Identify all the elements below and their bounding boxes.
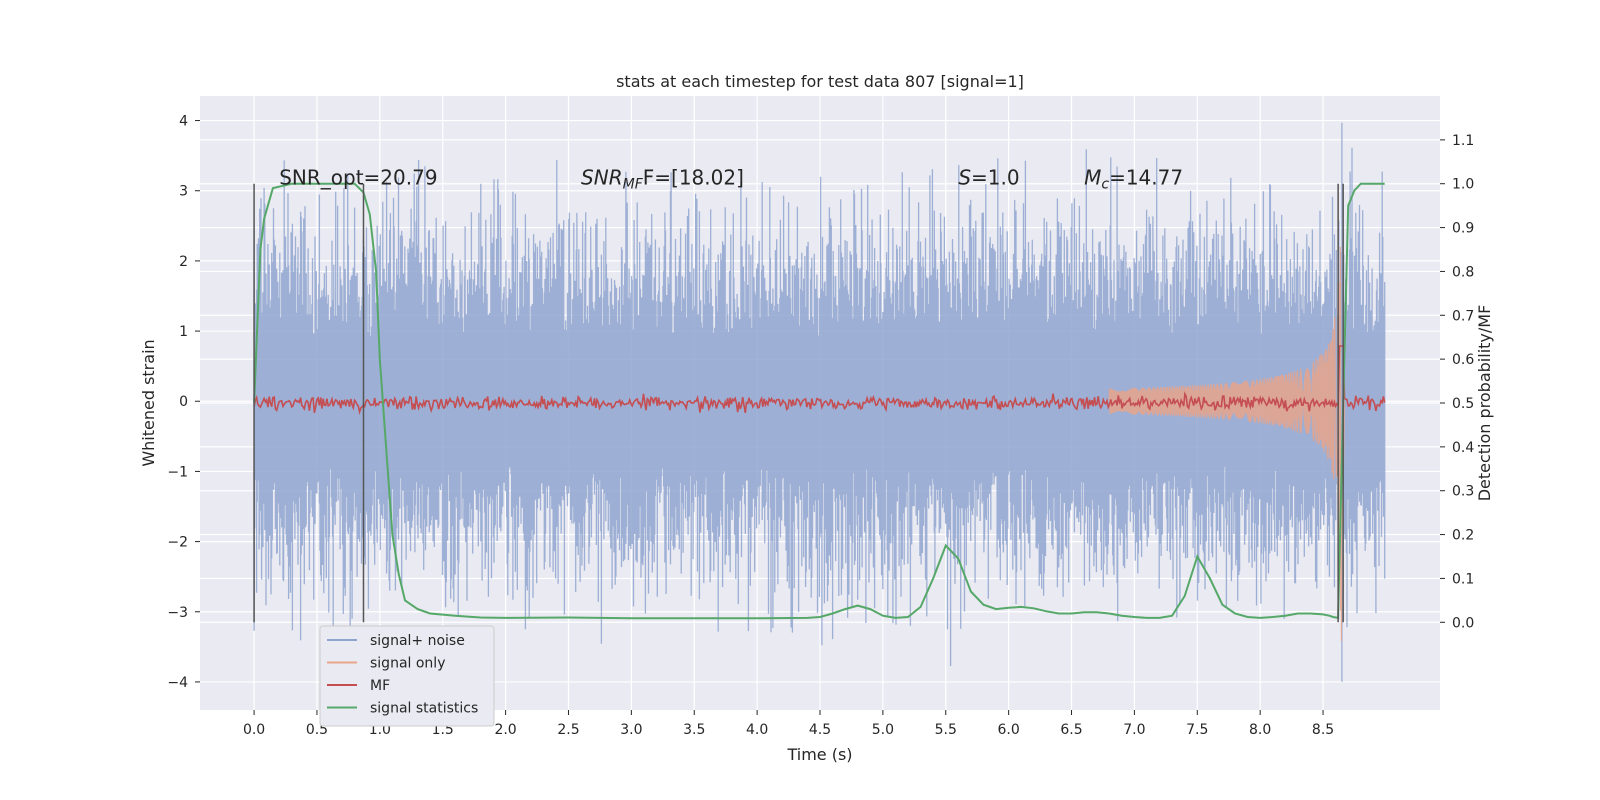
y-right-tick-label: 0.6 (1452, 352, 1474, 368)
y-right-axis-label: Detection probability/MF (1475, 305, 1494, 502)
y-right-tick-label: 1.0 (1452, 177, 1474, 193)
x-tick-label: 4.0 (746, 722, 768, 738)
annotation-value: =1.0 (971, 166, 1020, 190)
x-tick-label: 0.0 (243, 722, 265, 738)
y-right-tick-label: 0.3 (1452, 484, 1474, 500)
annotation-symbol: S (958, 166, 971, 190)
y-right-tick-label: 0.2 (1452, 528, 1474, 544)
y-left-tick-label: 2 (179, 254, 188, 270)
y-left-tick-label: 1 (179, 324, 188, 340)
axes: 0.0 0.5 1.0 1.5 2.0 2.5 3.0 3.5 4.0 4.5 5.0 5.5 6.0 6… (167, 114, 1474, 738)
x-tick-label: 2.0 (494, 722, 516, 738)
y-right-tick-label: 1.1 (1452, 133, 1474, 149)
y-right-tick-label: 0.9 (1452, 221, 1474, 237)
x-axis-label: Time (s) (786, 745, 852, 764)
annotation-mc-value: Mc=14.77 (1084, 166, 1183, 193)
legend-frame (319, 625, 495, 727)
legend-label: signal+ noise (370, 633, 465, 649)
x-tick-label: 2.5 (557, 722, 579, 738)
x-tick-label: 6.5 (1060, 722, 1082, 738)
y-right-tick-label: 0.8 (1452, 264, 1474, 280)
series-mf (253, 345, 1386, 416)
y-left-tick-label: 3 (179, 184, 188, 200)
annotation-value: F=[18.02] (643, 166, 744, 190)
chart-title: stats at each timestep for test data 807… (616, 72, 1024, 91)
legend: signal+ noise signal only MF signal statist… (319, 625, 495, 727)
y-left-tick-label: −1 (167, 464, 188, 480)
annotation-symbol: M (1084, 166, 1101, 190)
annotation-s-value: S=1.0 (958, 166, 1019, 190)
legend-label: signal only (370, 656, 445, 672)
y-right-tick-label: 0.0 (1452, 615, 1474, 631)
y-right-tick-label: 0.5 (1452, 396, 1474, 412)
series-signal-statistics (253, 182, 1385, 620)
y-left-tick-label: −4 (167, 675, 188, 691)
annotation-symbol: SNR (581, 166, 623, 190)
x-tick-label: 5.5 (935, 722, 957, 738)
y-left-tick-label: 4 (179, 114, 188, 130)
annotations: SNR_opt=20.79 SNRMFF=[18.02] S=1.0 Mc=14.77 (279, 166, 1183, 193)
y-left-tick-label: −3 (167, 605, 188, 621)
series-signal-only (1108, 246, 1345, 642)
x-tick-label: 8.0 (1249, 722, 1271, 738)
y-right-tick-label: 0.7 (1452, 308, 1474, 324)
data-layer (253, 122, 1386, 682)
x-tick-label: 4.5 (809, 722, 831, 738)
x-tick-label: 6.0 (998, 722, 1020, 738)
annotation-snr-opt: SNR_opt=20.79 (279, 166, 437, 190)
y-left-tick-label: −2 (167, 535, 188, 551)
y-left-tick-label: 0 (179, 394, 188, 410)
x-tick-label: 5.0 (872, 722, 894, 738)
annotation-subscript: c (1101, 177, 1109, 193)
y-left-axis-label: Whitened strain (139, 339, 158, 466)
annotation-value: =14.77 (1109, 166, 1183, 190)
x-tick-label: 7.0 (1123, 722, 1145, 738)
x-tick-label: 8.5 (1312, 722, 1334, 738)
legend-label: MF (370, 678, 390, 694)
annotation-subscript: MF (623, 177, 644, 193)
annotation-snr-mf: SNRMFF=[18.02] (581, 166, 744, 193)
y-right-tick-label: 0.1 (1452, 571, 1474, 587)
x-tick-label: 3.0 (620, 722, 642, 738)
x-tick-label: 3.5 (683, 722, 705, 738)
x-tick-label: 7.5 (1186, 722, 1208, 738)
y-right-tick-label: 0.4 (1452, 440, 1474, 456)
vertical-lines (253, 183, 1344, 623)
legend-label: signal statistics (370, 701, 478, 717)
